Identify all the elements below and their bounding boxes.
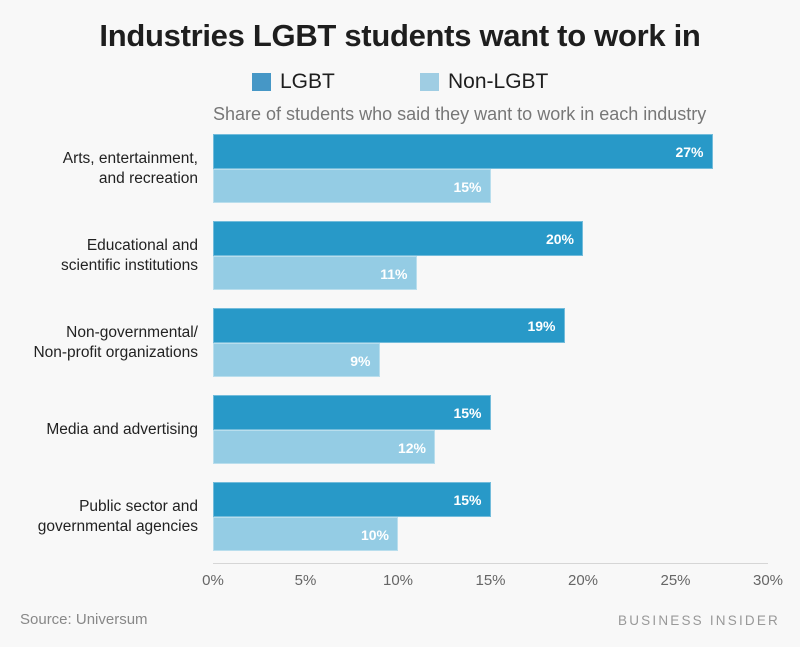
x-tick-label: 10% bbox=[382, 572, 414, 589]
category-label-line: and recreation bbox=[98, 169, 198, 187]
bar-non-lgbt-educational-and-scientific-institutions: 11% bbox=[213, 255, 417, 290]
category-label-educational-and-scientific-institutions: Educational and scientific institutions bbox=[0, 236, 198, 276]
brand-logo: BUSINESS INSIDER bbox=[618, 613, 780, 628]
bar-value-label: 20% bbox=[545, 231, 574, 247]
x-tick-label: 20% bbox=[567, 572, 599, 589]
bar-value-label: 15% bbox=[453, 178, 482, 195]
legend-label-non-lgbt: Non-LGBT bbox=[448, 70, 549, 93]
x-tick-label: 15% bbox=[475, 572, 506, 589]
bar-non-lgbt-public-sector-and-governmental-agencies: 10% bbox=[213, 516, 398, 551]
bar-value-label: 15% bbox=[453, 405, 482, 421]
bar-non-lgbt-media-and-advertising: 12% bbox=[213, 429, 435, 464]
category-label-arts-entertainment-and-recreation: Arts, entertainment, and recreation bbox=[0, 149, 198, 189]
bar-lgbt-arts-entertainment-and-recreation: 27% bbox=[213, 134, 713, 169]
legend-label-lgbt: LGBT bbox=[280, 70, 335, 93]
bar-value-label: 9% bbox=[350, 352, 371, 369]
legend-swatch-lgbt bbox=[252, 73, 271, 91]
category-label-line: Educational and bbox=[86, 236, 198, 254]
x-tick-label: 5% bbox=[294, 572, 317, 589]
category-label-media-and-advertising: Media and advertising bbox=[0, 420, 198, 440]
legend-swatch-non-lgbt bbox=[420, 73, 439, 91]
bar-value-label: 10% bbox=[360, 526, 389, 543]
bar-value-label: 19% bbox=[527, 318, 556, 334]
chart-subtitle: Share of students who said they want to … bbox=[213, 104, 707, 124]
bar-lgbt-non-governmental-non-profit-organizations: 19% bbox=[213, 308, 565, 343]
bar-value-label: 12% bbox=[397, 439, 426, 456]
source-note: Source: Universum bbox=[20, 611, 148, 628]
x-tick-label: 0% bbox=[202, 572, 224, 589]
category-label-line: Non-governmental/ bbox=[66, 323, 198, 341]
category-label-line: scientific institutions bbox=[61, 256, 198, 274]
bar-non-lgbt-arts-entertainment-and-recreation: 15% bbox=[213, 168, 491, 203]
x-tick-label: 30% bbox=[752, 572, 784, 589]
bar-non-lgbt-non-governmental-non-profit-organizations: 9% bbox=[213, 342, 380, 377]
bar-value-label: 27% bbox=[675, 144, 704, 160]
category-label-public-sector-and-governmental-agencies: Public sector and governmental agencies bbox=[0, 497, 198, 537]
x-tick-label: 25% bbox=[660, 572, 691, 589]
legend: LGBT Non-LGBT bbox=[0, 70, 800, 94]
bar-lgbt-media-and-advertising: 15% bbox=[213, 395, 491, 430]
bar-lgbt-educational-and-scientific-institutions: 20% bbox=[213, 221, 583, 256]
x-axis-line bbox=[213, 563, 768, 564]
category-label-line: Public sector and bbox=[79, 497, 198, 515]
category-label-line: Media and advertising bbox=[46, 420, 198, 438]
legend-item-lgbt: LGBT bbox=[252, 70, 335, 94]
category-label-non-governmental-non-profit-organizations: Non-governmental/Non-profit organization… bbox=[0, 323, 198, 363]
category-label-line: governmental agencies bbox=[37, 517, 198, 535]
bar-value-label: 11% bbox=[380, 265, 408, 282]
bar-value-label: 15% bbox=[453, 492, 482, 508]
legend-item-non-lgbt: Non-LGBT bbox=[420, 70, 548, 94]
bar-lgbt-public-sector-and-governmental-agencies: 15% bbox=[213, 482, 491, 517]
chart-title: Industries LGBT students want to work in bbox=[99, 18, 701, 53]
category-label-line: Arts, entertainment, bbox=[62, 149, 198, 167]
category-label-line: Non-profit organizations bbox=[33, 343, 198, 361]
